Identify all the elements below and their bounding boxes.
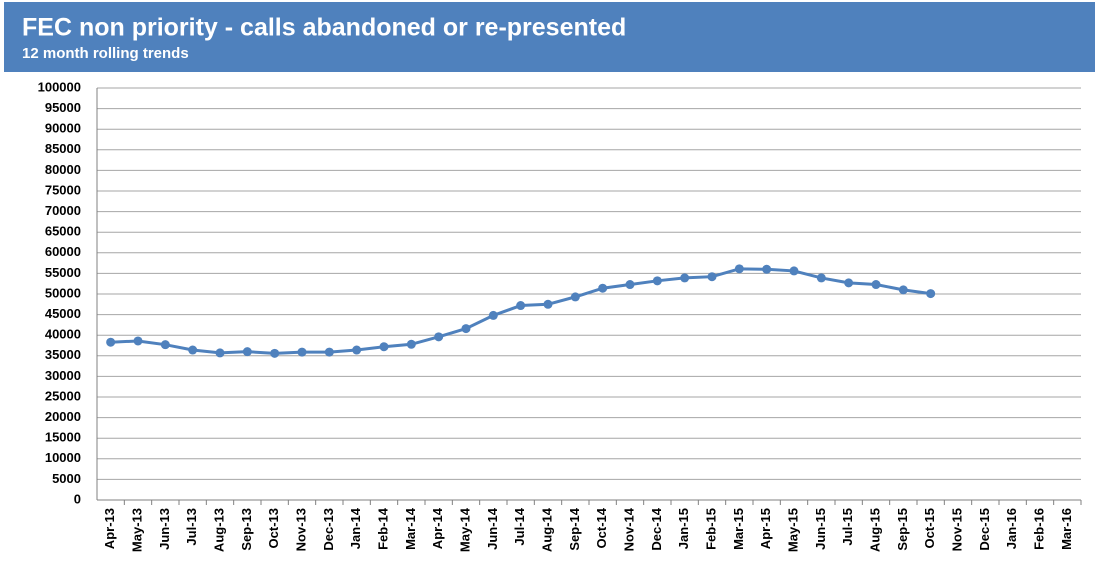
x-tick-label: Mar-15: [731, 508, 746, 550]
x-tick-label: Jun-14: [485, 507, 500, 550]
point: [324, 347, 334, 357]
x-tick-label: Oct-13: [266, 508, 281, 548]
x-tick-label: Dec-13: [321, 508, 336, 551]
point: [816, 273, 826, 283]
x-tick-label: Feb-14: [375, 507, 390, 550]
point: [297, 347, 307, 357]
x-tick-label: Nov-13: [293, 508, 308, 551]
x-tick-label: Dec-15: [977, 508, 992, 551]
y-tick-label: 15000: [45, 430, 81, 445]
x-tick-label: Jul-14: [512, 507, 527, 545]
y-tick-label: 80000: [45, 162, 81, 177]
x-tick-label: Feb-16: [1031, 508, 1046, 550]
x-tick-label: Aug-14: [539, 507, 554, 552]
point: [598, 283, 608, 293]
point: [106, 337, 116, 347]
x-tick-label: Aug-15: [867, 508, 882, 552]
y-tick-label: 90000: [45, 121, 81, 136]
point: [270, 348, 280, 358]
x-tick-label: Apr-14: [430, 507, 445, 549]
x-tick-label: Sep-15: [895, 508, 910, 551]
point: [734, 264, 744, 274]
x-tick-label: Jun-15: [813, 508, 828, 550]
x-tick-label: Mar-14: [403, 507, 418, 550]
point: [488, 310, 498, 320]
y-tick-label: 0: [74, 491, 81, 506]
x-tick-label: Dec-14: [649, 507, 664, 550]
point: [434, 332, 444, 342]
y-tick-label: 10000: [45, 450, 81, 465]
header-band: [4, 2, 1095, 72]
y-tick-label: 20000: [45, 409, 81, 424]
point: [133, 336, 143, 346]
x-tick-label: Oct-14: [594, 507, 609, 548]
x-tick-label: May-13: [129, 508, 144, 552]
x-tick-label: May-15: [785, 508, 800, 552]
y-tick-label: 100000: [38, 79, 81, 94]
x-tick-label: Apr-13: [102, 508, 117, 549]
point: [543, 299, 553, 309]
point: [680, 273, 690, 283]
point: [844, 278, 854, 288]
y-tick-label: 75000: [45, 182, 81, 197]
point: [625, 280, 635, 290]
x-tick-label: Jan-16: [1004, 508, 1019, 549]
point: [516, 301, 526, 311]
point: [188, 345, 198, 355]
point: [652, 276, 662, 286]
chart-subtitle: 12 month rolling trends: [22, 45, 189, 62]
point: [762, 264, 772, 274]
x-tick-label: Nov-15: [949, 508, 964, 551]
x-tick-label: Jan-14: [348, 507, 363, 549]
y-tick-label: 50000: [45, 285, 81, 300]
y-tick-label: 25000: [45, 388, 81, 403]
point: [406, 339, 416, 349]
y-tick-label: 55000: [45, 265, 81, 280]
x-tick-label: Jul-15: [840, 508, 855, 546]
x-tick-label: Jul-13: [184, 508, 199, 546]
point: [215, 348, 225, 358]
point: [352, 345, 362, 355]
point: [898, 285, 908, 295]
x-tick-label: Mar-16: [1059, 508, 1074, 550]
x-tick-label: Apr-15: [758, 508, 773, 549]
y-tick-label: 5000: [52, 471, 81, 486]
series-line: [110, 267, 931, 355]
x-tick-label: Oct-15: [922, 508, 937, 548]
point: [242, 347, 252, 357]
point: [160, 340, 170, 350]
y-tick-label: 60000: [45, 244, 81, 259]
x-tick-label: Sep-14: [567, 507, 582, 550]
x-tick-label: Nov-14: [621, 507, 636, 551]
x-tick-label: Feb-15: [703, 508, 718, 550]
point: [926, 289, 936, 299]
x-tick-label: Sep-13: [239, 508, 254, 551]
point: [570, 292, 580, 302]
y-tick-label: 40000: [45, 327, 81, 342]
y-tick-label: 95000: [45, 100, 81, 115]
x-tick-label: Aug-13: [211, 508, 226, 552]
y-tick-label: 35000: [45, 347, 81, 362]
y-tick-label: 30000: [45, 368, 81, 383]
y-tick-label: 70000: [45, 203, 81, 218]
x-tick-label: May-14: [457, 507, 472, 552]
point: [871, 280, 881, 290]
x-tick-label: Jan-15: [676, 508, 691, 549]
chart-title: FEC non priority - calls abandoned or re…: [22, 14, 626, 42]
point: [707, 272, 717, 282]
point: [379, 342, 389, 352]
point: [461, 324, 471, 334]
point: [789, 266, 799, 276]
y-tick-label: 45000: [45, 306, 81, 321]
y-tick-label: 65000: [45, 224, 81, 239]
x-tick-label: Jun-13: [157, 508, 172, 550]
y-tick-label: 85000: [45, 141, 81, 156]
